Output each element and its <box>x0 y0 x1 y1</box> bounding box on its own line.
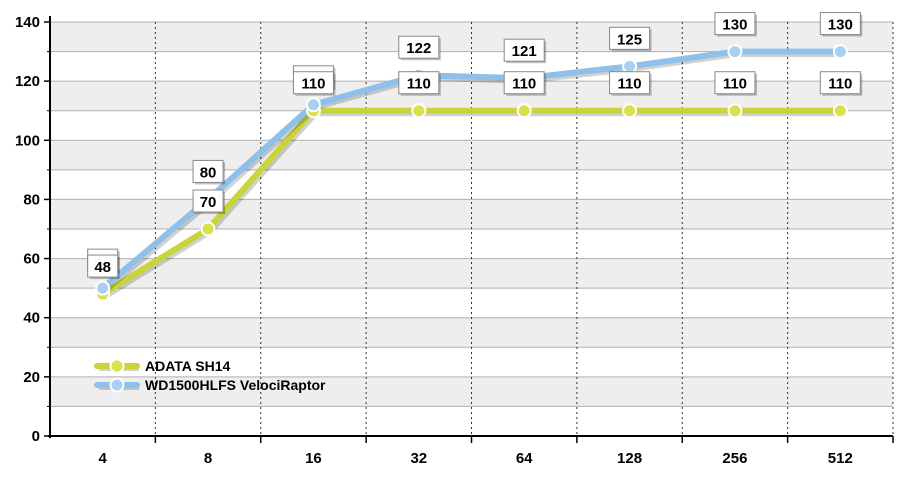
data-label-box <box>609 26 651 50</box>
x-tick-label: 512 <box>828 450 853 467</box>
data-point <box>727 103 743 119</box>
x-tick-label: 16 <box>305 450 322 467</box>
series-line-2 <box>99 48 844 292</box>
data-label: 130 <box>828 17 853 34</box>
y-tick-label: 120 <box>15 73 40 90</box>
axes <box>44 16 894 443</box>
plot-bands <box>50 22 893 407</box>
data-label-box <box>819 71 861 95</box>
data-label-box <box>609 71 651 95</box>
y-tick-label: 40 <box>23 310 40 327</box>
data-point <box>411 103 427 119</box>
data-label: 110 <box>828 76 852 93</box>
data-labels: 5080112122121125130130487011011011011011… <box>87 12 863 280</box>
y-tick-label: 80 <box>23 191 40 208</box>
x-tick-label: 4 <box>99 450 108 467</box>
x-tick-label: 128 <box>617 450 642 467</box>
data-label: 130 <box>722 17 747 34</box>
grid-band <box>50 140 893 170</box>
data-point <box>727 44 743 60</box>
data-label: 110 <box>407 76 431 93</box>
data-point <box>516 103 532 119</box>
data-label: 110 <box>723 76 747 93</box>
data-point <box>832 44 848 60</box>
grid-lines <box>50 21 894 436</box>
data-label: 122 <box>406 40 431 57</box>
data-label-box <box>398 71 440 95</box>
x-tick-label: 256 <box>722 450 747 467</box>
data-label: 110 <box>617 76 641 93</box>
x-tick-label: 32 <box>410 450 427 467</box>
legend-marker-2 <box>109 377 125 393</box>
data-label-box <box>714 71 756 95</box>
data-label: 70 <box>200 194 217 211</box>
series-lines <box>99 48 844 300</box>
data-label: 80 <box>200 164 217 181</box>
data-point <box>622 103 638 119</box>
y-tick-label: 0 <box>32 428 40 445</box>
data-label-box <box>503 38 545 62</box>
data-label-box <box>714 12 756 36</box>
data-label-box <box>398 35 440 59</box>
data-point <box>305 97 321 113</box>
data-point <box>832 103 848 119</box>
data-label-box <box>87 254 119 278</box>
data-point <box>622 58 638 74</box>
data-point <box>95 280 111 296</box>
data-label: 110 <box>301 76 325 93</box>
data-label: 110 <box>512 76 536 93</box>
legend-label-1: ADATA SH14 <box>145 358 231 374</box>
data-label-box <box>192 159 224 183</box>
legend: ADATA SH14 WD1500HLFS VelociRaptor <box>94 358 326 393</box>
legend-label-2: WD1500HLFS VelociRaptor <box>145 377 326 393</box>
x-tick-label: 64 <box>516 450 533 467</box>
y-tick-label: 100 <box>15 132 40 149</box>
data-label: 125 <box>617 31 642 48</box>
y-tick-label: 20 <box>23 369 40 386</box>
x-tick-label: 8 <box>204 450 212 467</box>
y-tick-label: 140 <box>15 14 40 31</box>
data-label: 48 <box>94 259 111 276</box>
data-label-box <box>192 189 224 213</box>
legend-marker-1 <box>109 358 125 374</box>
data-label-box <box>292 71 334 95</box>
data-point <box>200 221 216 237</box>
grid-band <box>50 81 893 111</box>
data-label-box <box>503 71 545 95</box>
y-tick-label: 60 <box>23 251 40 268</box>
data-label: 121 <box>512 43 537 60</box>
series-line-1 <box>99 107 844 298</box>
grid-band <box>50 376 893 407</box>
data-label-box <box>819 12 861 36</box>
